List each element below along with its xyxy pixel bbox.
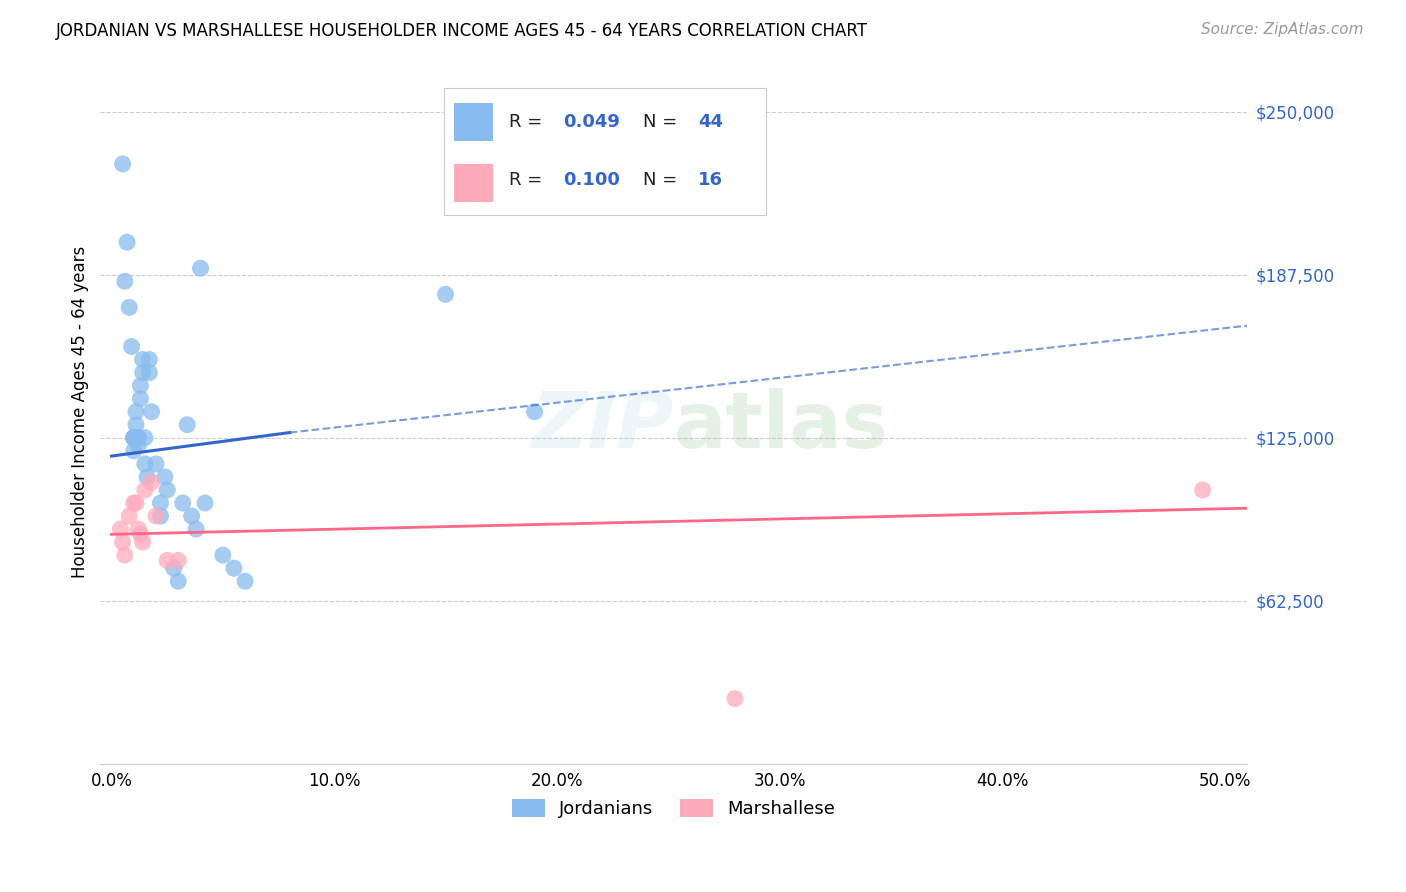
Point [149,496,172,510]
Point [114,548,136,562]
Text: Source: ZipAtlas.com: Source: ZipAtlas.com [1201,22,1364,37]
Point [233,574,256,589]
Text: atlas: atlas [673,388,889,464]
Point [145,509,167,524]
Point [127,431,149,445]
Point [523,405,546,419]
Point [122,431,145,445]
Point [125,431,148,445]
Point [149,509,172,524]
Point [176,417,198,432]
Point [125,405,148,419]
Point [138,352,160,367]
Point [111,157,134,171]
Point [724,691,747,706]
Point [434,287,457,301]
Point [163,561,186,575]
Point [122,431,145,445]
Point [211,548,233,562]
Point [127,522,149,536]
Point [122,431,145,445]
Point [222,561,245,575]
Point [145,457,167,471]
Point [156,553,179,567]
Point [131,535,153,549]
Point [122,496,145,510]
Text: JORDANIAN VS MARSHALLESE HOUSEHOLDER INCOME AGES 45 - 64 YEARS CORRELATION CHART: JORDANIAN VS MARSHALLESE HOUSEHOLDER INC… [56,22,869,40]
Legend: Jordanians, Marshallese: Jordanians, Marshallese [505,791,842,825]
Point [167,553,190,567]
Point [129,392,152,406]
Point [127,431,149,445]
Point [110,522,132,536]
Point [122,431,145,445]
Point [131,366,153,380]
Point [129,378,152,392]
Point [134,483,156,497]
Point [141,405,163,419]
Point [115,235,138,249]
Point [121,339,143,353]
Point [180,509,202,524]
Y-axis label: Householder Income Ages 45 - 64 years: Householder Income Ages 45 - 64 years [72,245,89,578]
Point [118,509,141,524]
Point [184,522,207,536]
Point [1191,483,1213,497]
Point [125,496,148,510]
Point [114,274,136,288]
Point [131,352,153,367]
Point [111,535,134,549]
Point [127,439,149,453]
Point [118,301,141,315]
Point [134,431,156,445]
Point [167,574,190,589]
Point [153,470,176,484]
Point [134,457,156,471]
Point [141,475,163,490]
Point [156,483,179,497]
Point [136,470,159,484]
Point [190,261,212,276]
Point [129,527,152,541]
Point [172,496,194,510]
Point [194,496,217,510]
Text: ZIP: ZIP [531,388,673,464]
Point [125,417,148,432]
Point [122,443,145,458]
Point [138,366,160,380]
